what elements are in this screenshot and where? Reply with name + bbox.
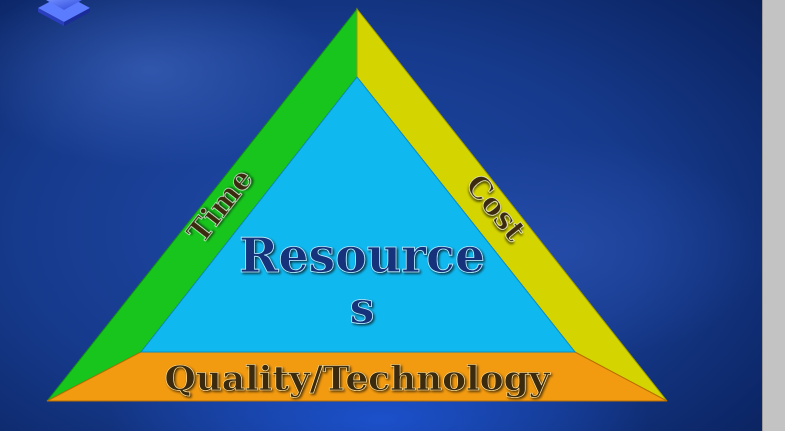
resources-label-line1: Resource bbox=[239, 228, 485, 284]
inner-triangle-resources bbox=[139, 76, 577, 353]
quality-technology-label: Quality/Technology bbox=[165, 359, 551, 399]
project-triangle-diagram: Time Cost Quality/Technology Resource s bbox=[38, 0, 668, 402]
window-scrollbar-gutter[interactable] bbox=[762, 0, 785, 431]
resources-label-line2: s bbox=[350, 283, 375, 334]
cube-logo-icon bbox=[38, 0, 90, 26]
slide-canvas: Time Cost Quality/Technology Resource s bbox=[0, 0, 762, 431]
